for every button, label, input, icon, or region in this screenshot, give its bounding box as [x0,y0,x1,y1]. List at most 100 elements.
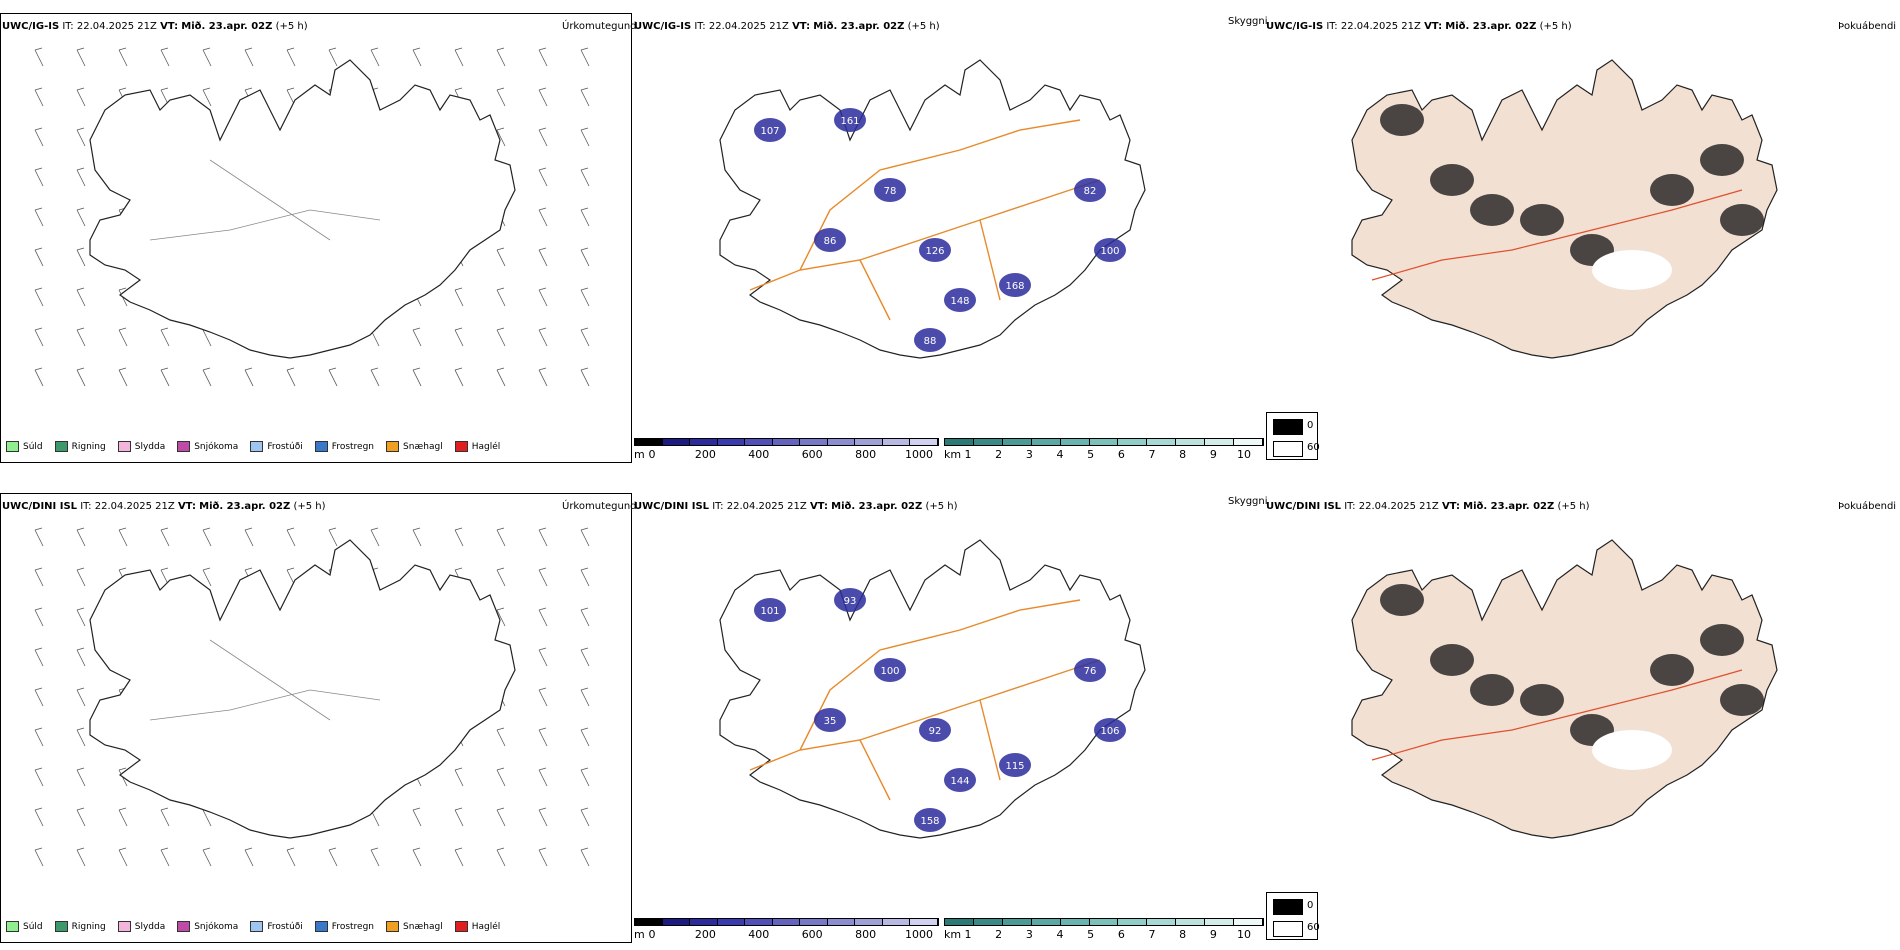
colorbar-unit: m [634,928,645,941]
colorbar-tick: 4 [1056,448,1064,461]
wind-barb [580,129,590,147]
fog-area [1470,674,1514,706]
fog-legend-bottom: 0 60 [1266,892,1320,940]
wind-barb [580,49,590,67]
wind-barb-feather [34,847,43,851]
low-visibility-area [999,273,1031,297]
wind-barb [160,329,170,347]
map-precip-bottom [34,527,590,867]
colorbar-segment [882,919,911,925]
wind-barb [34,689,44,707]
wind-barb-feather [34,87,43,91]
wind-barb-feather [580,607,589,611]
wind-barb-feather [496,767,505,771]
visibility-value-label: 107 [760,126,779,137]
wind-barb [34,249,44,267]
wind-barb [538,849,548,867]
wind-barb [496,289,506,307]
wind-barb-feather [286,527,295,531]
fog-legend-label: 0 [1307,420,1314,431]
low-visibility-area [919,718,951,742]
wind-barb [118,369,128,387]
wind-barb [244,529,254,547]
precip-legend-bottom: Súld Rigning Slydda Snjókoma Frostúði Frostre… [6,921,500,932]
wind-barb [202,369,212,387]
wind-barb [244,369,254,387]
legend-swatch [250,921,264,932]
low-visibility-area [944,768,976,792]
wind-barb-feather [454,327,463,331]
low-visibility-area [754,118,786,142]
visibility-value-label: 76 [1084,666,1097,677]
wind-barb-feather [244,527,253,531]
wind-barb [76,49,86,67]
wind-barb-feather [34,287,43,291]
wind-barb-feather [538,367,547,371]
legend-label: Rigning [71,921,106,932]
colorbar-tick: 600 [801,928,823,941]
colorbar-segment [690,439,718,445]
wind-barb-feather [580,207,589,211]
wind-barb [286,529,296,547]
legend-label: Frostregn [331,441,375,452]
colorbar-segment [1089,919,1119,925]
model-name: UWC/IG-IS [1266,21,1324,32]
wind-barb-feather [538,767,547,771]
wind-barb-feather [76,647,85,651]
wind-barb-feather [580,567,589,571]
wind-barb [496,329,506,347]
low-visibility-area [999,753,1031,777]
wind-barb-feather [496,287,505,291]
colorbar-segment [745,439,773,445]
wind-barb-feather [286,567,295,571]
init-label: IT: [1344,501,1356,512]
wind-barb-feather [34,247,43,251]
wind-barb [370,849,380,867]
visibility-value-label: 115 [1005,761,1024,772]
wind-barb-feather [34,727,43,731]
colorbar-tick: 6 [1117,448,1125,461]
wind-barb [118,289,128,307]
wind-barb-feather [160,367,169,371]
wind-barb [538,609,548,627]
colorbar-segment [1002,919,1032,925]
wind-barb [76,249,86,267]
road-network [149,159,381,241]
legend-swatch [6,441,19,452]
wind-barb-feather [412,847,421,851]
wind-barb [118,809,128,827]
lead-time: (+5 h) [293,501,326,512]
wind-barb-feather [538,327,547,331]
colorbar-segment [973,919,1003,925]
colorbar-segment [1002,439,1032,445]
wind-barb-feather [202,567,211,571]
wind-barb-feather [118,847,127,851]
wind-barb-feather [412,807,421,811]
model-name: UWC/IG-IS [634,21,692,32]
init-label: IT: [694,21,706,32]
wind-barb-feather [34,527,43,531]
low-visibility-area [919,238,951,262]
wind-barb-feather [538,847,547,851]
wind-barb-feather [580,127,589,131]
visibility-value-label: 168 [1005,281,1024,292]
wind-barb [454,49,464,67]
visibility-value-label: 158 [920,816,939,827]
colorbar-segment [717,919,746,925]
visibility-value-label: 78 [884,186,897,197]
colorbar-tick: 1 [964,448,972,461]
legend-item: Slydda [117,441,165,452]
wind-barb [538,769,548,787]
wind-barb-feather [454,807,463,811]
wind-barb-feather [496,127,505,131]
legend-swatch [314,441,328,452]
wind-barb-feather [34,207,43,211]
legend-item: Rigning [54,921,106,932]
wind-barb-feather [580,647,589,651]
valid-label: VT: [809,501,828,512]
wind-barb [76,89,86,107]
legend-item: Súld [6,921,43,932]
header-vis-top: UWC/IG-IS IT: 22.04.2025 21Z VT: Mið. 23… [634,21,940,32]
wind-barb [496,369,506,387]
wind-barb [496,89,506,107]
